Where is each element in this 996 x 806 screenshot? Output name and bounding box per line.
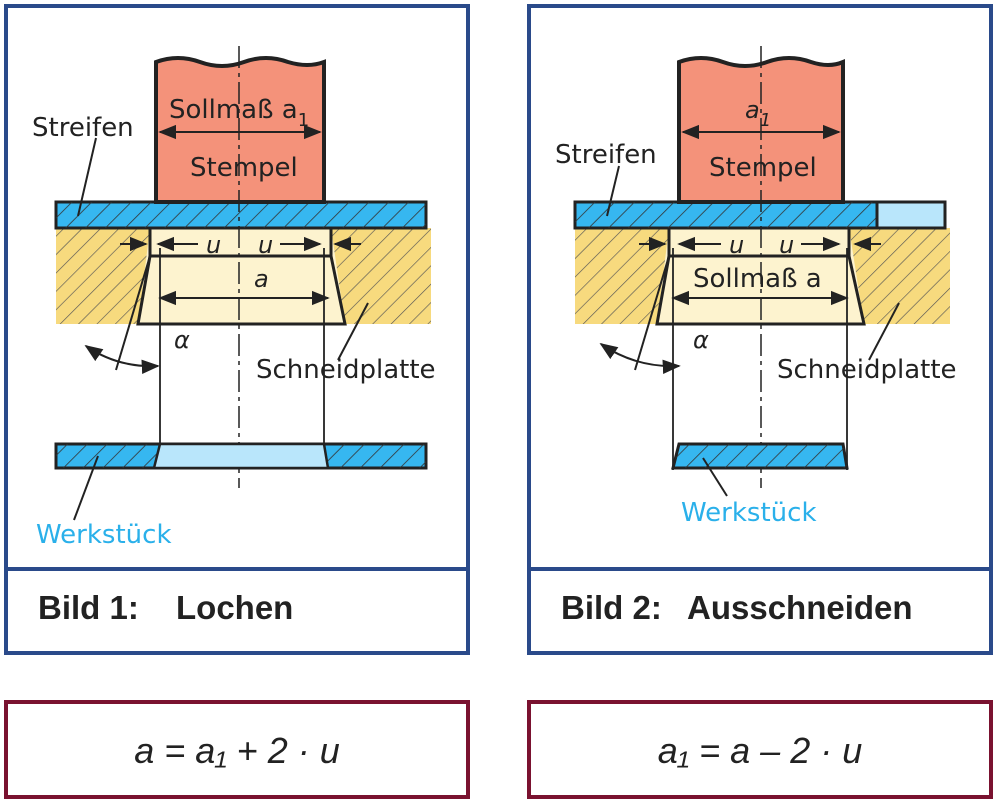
stempel-label: Stempel	[190, 153, 298, 183]
workpiece	[54, 442, 428, 470]
u-label-left: u	[729, 231, 744, 259]
figure-1-number: Bild 1:	[38, 589, 139, 626]
u-label-right: u	[779, 231, 794, 259]
u-label-right: u	[258, 231, 273, 259]
strip	[573, 200, 947, 230]
formula-ausschneiden: a₁ = a – 2 · u	[657, 730, 863, 771]
werkstueck-leader	[73, 455, 99, 521]
sollmass-label: Sollmaß a1	[169, 95, 309, 131]
alpha-label: α	[693, 326, 709, 354]
streifen-leader	[77, 137, 97, 217]
alpha-label: α	[174, 326, 190, 354]
schneidplatte-label: Schneidplatte	[777, 355, 957, 385]
streifen-label: Streifen	[555, 140, 657, 170]
a-label: a	[254, 265, 269, 293]
formula-box-1: a = a₁ + 2 · u	[4, 700, 470, 799]
werkstueck-label: Werkstück	[681, 498, 817, 528]
a1-label: a1	[745, 96, 771, 131]
streifen-leader	[606, 165, 620, 217]
figure-2-caption: Bild 2: Ausschneiden	[531, 567, 989, 651]
u-label-left: u	[206, 231, 221, 259]
alpha-arc	[84, 344, 160, 374]
sollmass-label: Sollmaß a	[693, 264, 822, 294]
figure-1-title: Lochen	[176, 589, 294, 626]
figure-2-drawing: a1 Stempel u u Sollmaß a α Streifen Schn…	[555, 46, 957, 528]
stempel-label: Stempel	[709, 153, 817, 183]
figure-1-drawing: Sollmaß a1 Stempel u u a α Streifen Schn…	[32, 46, 436, 550]
streifen-label: Streifen	[32, 113, 134, 143]
workpiece	[671, 442, 849, 470]
schneidplatte-label: Schneidplatte	[256, 355, 436, 385]
figure-2-number: Bild 2:	[561, 589, 662, 626]
die-plate	[56, 228, 431, 326]
schneidplatte-leader	[868, 302, 900, 361]
werkstueck-leader	[702, 457, 728, 497]
figure-1-panel: Sollmaß a1 Stempel u u a α Streifen Schn…	[4, 4, 470, 655]
strip	[54, 200, 428, 230]
figure-2-title: Ausschneiden	[687, 589, 913, 626]
formula-lochen: a = a₁ + 2 · u	[134, 730, 340, 771]
figure-1-caption: Bild 1: Lochen	[8, 567, 466, 651]
schneidplatte-leader	[337, 302, 369, 361]
alpha-arc	[599, 342, 681, 374]
werkstueck-label: Werkstück	[36, 520, 172, 550]
formula-box-2: a₁ = a – 2 · u	[527, 700, 993, 799]
figure-2-panel: a1 Stempel u u Sollmaß a α Streifen Schn…	[527, 4, 993, 655]
